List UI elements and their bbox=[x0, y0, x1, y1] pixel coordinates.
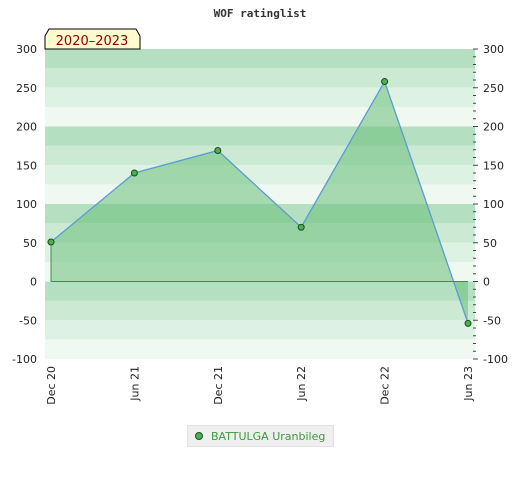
y-tick-label-left: 200 bbox=[16, 121, 37, 134]
y-tick-label-left: 0 bbox=[30, 276, 37, 289]
x-tick-label: Jun 23 bbox=[462, 366, 475, 402]
background-band bbox=[45, 300, 475, 321]
background-band bbox=[45, 68, 475, 88]
chart-title: WOF ratinglist bbox=[214, 7, 307, 20]
y-tick-label-right: 250 bbox=[483, 82, 504, 95]
background-band bbox=[45, 339, 475, 359]
data-point bbox=[47, 238, 55, 246]
x-tick-label: Dec 21 bbox=[212, 366, 225, 405]
y-tick-label-right: 100 bbox=[483, 198, 504, 211]
background-band bbox=[45, 87, 475, 108]
area-layer bbox=[50, 79, 469, 324]
data-point bbox=[297, 223, 305, 231]
y-tick-label-left: -100 bbox=[12, 353, 37, 366]
x-tick-label: Dec 20 bbox=[45, 366, 58, 405]
background-band bbox=[45, 320, 475, 340]
background-band bbox=[45, 281, 475, 301]
y-tick-label-right: 0 bbox=[483, 276, 490, 289]
background-band bbox=[45, 126, 475, 146]
y-tick-label-right: -100 bbox=[483, 353, 508, 366]
y-axis-left: 300 250 200 150 100 50 0 -50 -100 bbox=[12, 43, 37, 366]
data-point bbox=[130, 169, 138, 177]
y-tick-label-right: 150 bbox=[483, 159, 504, 172]
y-tick-label-left: 300 bbox=[16, 43, 37, 56]
legend: BATTULGA Uranbileg bbox=[187, 425, 334, 447]
x-axis: Dec 20 Jun 21 Dec 21 Jun 22 Dec 22 Jun 23 bbox=[45, 366, 475, 405]
x-tick-label: Jun 22 bbox=[295, 366, 308, 402]
period-badge-label: 2020–2023 bbox=[56, 34, 129, 49]
y-tick-label-right: 300 bbox=[483, 43, 504, 56]
y-tick-label-left: 50 bbox=[23, 237, 37, 250]
y-tick-label-left: 250 bbox=[16, 82, 37, 95]
y-tick-label-right: -50 bbox=[483, 314, 501, 327]
series-area bbox=[51, 81, 468, 324]
y-tick-label-left: 150 bbox=[16, 159, 37, 172]
legend-label: BATTULGA Uranbileg bbox=[211, 429, 326, 443]
data-markers bbox=[47, 78, 472, 327]
background-band bbox=[45, 107, 475, 127]
y-tick-label-right: 200 bbox=[483, 121, 504, 134]
series-line bbox=[50, 79, 469, 324]
data-point bbox=[464, 319, 472, 327]
period-badge: 2020–2023 bbox=[44, 28, 141, 50]
x-tick-label: Jun 21 bbox=[128, 366, 141, 402]
background-band bbox=[45, 49, 475, 69]
x-tick-label: Dec 22 bbox=[379, 366, 392, 405]
y-tick-label-left: -50 bbox=[19, 314, 37, 327]
y-tick-label-left: 100 bbox=[16, 198, 37, 211]
y-axis-right: 300 250 200 150 100 50 0 -50 -100 bbox=[473, 43, 508, 366]
legend-marker-icon bbox=[195, 432, 203, 440]
y-tick-label-right: 50 bbox=[483, 237, 497, 250]
data-point bbox=[381, 78, 389, 86]
data-point bbox=[214, 147, 222, 155]
